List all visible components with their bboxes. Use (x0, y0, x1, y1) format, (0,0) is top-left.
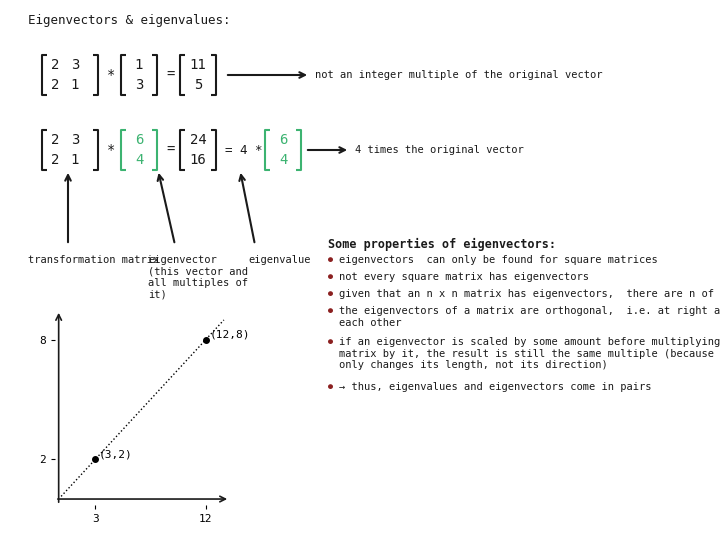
Text: 5: 5 (194, 78, 202, 92)
Text: eigenvalue: eigenvalue (248, 255, 310, 265)
Text: 2: 2 (51, 133, 59, 147)
Text: 1: 1 (71, 78, 79, 92)
Text: ●: ● (328, 272, 333, 281)
Text: the eigenvectors of a matrix are orthogonal,  i.e. at right angles to
each other: the eigenvectors of a matrix are orthogo… (339, 306, 720, 328)
Text: 2: 2 (51, 153, 59, 167)
Text: 16: 16 (189, 153, 207, 167)
Text: given that an n x n matrix has eigenvectors,  there are n of them: given that an n x n matrix has eigenvect… (339, 289, 720, 299)
Text: *: * (107, 68, 115, 82)
Text: 4: 4 (279, 153, 287, 167)
Text: 3: 3 (71, 58, 79, 72)
Text: ●: ● (328, 337, 333, 346)
Text: =: = (166, 68, 174, 82)
Text: *: * (107, 143, 115, 157)
Text: 4: 4 (135, 153, 143, 167)
Text: 4 times the original vector: 4 times the original vector (355, 145, 523, 155)
Text: 6: 6 (135, 133, 143, 147)
Text: eigenvectors  can only be found for square matrices: eigenvectors can only be found for squar… (339, 255, 658, 265)
Text: 2: 2 (51, 58, 59, 72)
Text: if an eigenvector is scaled by some amount before multiplying the
matrix by it, : if an eigenvector is scaled by some amou… (339, 337, 720, 370)
Text: (12,8): (12,8) (210, 330, 250, 340)
Text: 11: 11 (189, 58, 207, 72)
Text: not an integer multiple of the original vector: not an integer multiple of the original … (315, 70, 603, 80)
Text: 1: 1 (71, 153, 79, 167)
Text: 1: 1 (135, 58, 143, 72)
Text: transformation matrix: transformation matrix (28, 255, 159, 265)
Text: =: = (166, 143, 174, 157)
Text: 6: 6 (279, 133, 287, 147)
Text: 3: 3 (135, 78, 143, 92)
Text: Eigenvectors & eigenvalues:: Eigenvectors & eigenvalues: (28, 14, 230, 27)
Text: → thus, eigenvalues and eigenvectors come in pairs: → thus, eigenvalues and eigenvectors com… (339, 382, 652, 392)
Text: ●: ● (328, 255, 333, 264)
Text: 24: 24 (189, 133, 207, 147)
Text: 2: 2 (51, 78, 59, 92)
Text: ●: ● (328, 289, 333, 298)
Text: eigenvector
(this vector and
all multiples of
it): eigenvector (this vector and all multipl… (148, 255, 248, 300)
Text: not every square matrix has eigenvectors: not every square matrix has eigenvectors (339, 272, 589, 282)
Text: ●: ● (328, 306, 333, 315)
Text: = 4 *: = 4 * (225, 144, 263, 157)
Text: ●: ● (328, 382, 333, 391)
Text: 3: 3 (71, 133, 79, 147)
Text: Some properties of eigenvectors:: Some properties of eigenvectors: (328, 238, 556, 251)
Text: (3,2): (3,2) (99, 449, 132, 459)
